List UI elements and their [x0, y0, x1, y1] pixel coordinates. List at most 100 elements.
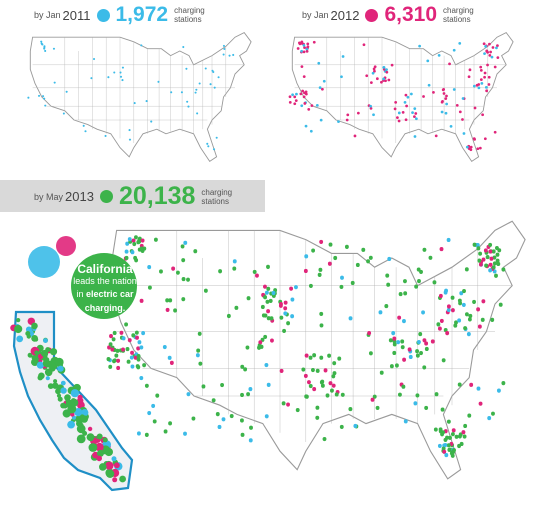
station-dot [467, 413, 472, 418]
station-dot [181, 277, 186, 282]
station-dot [119, 330, 124, 335]
station-dot [493, 65, 497, 69]
station-dot [128, 129, 131, 132]
station-dot [495, 252, 500, 257]
station-dot [206, 142, 209, 145]
station-dot [180, 91, 183, 94]
station-dot [291, 93, 294, 97]
charging-stations-label: charging stations [174, 6, 205, 24]
count-2011: 1,972 [115, 3, 169, 26]
station-dot [34, 350, 39, 356]
station-dot [240, 364, 245, 369]
station-dot [136, 431, 141, 436]
station-dot [165, 298, 170, 303]
station-dot [345, 118, 349, 122]
station-dot [480, 317, 485, 322]
station-dot [348, 316, 353, 321]
station-dot [432, 280, 437, 285]
station-dot [498, 302, 503, 307]
station-dot [135, 364, 140, 369]
station-dot [469, 145, 473, 149]
station-dot [315, 368, 320, 373]
station-dot [402, 318, 406, 324]
station-dot [303, 268, 308, 274]
station-dot [305, 49, 309, 53]
station-dot [127, 237, 132, 242]
station-dot [417, 279, 421, 284]
station-dot [392, 350, 397, 356]
callout-title: California [77, 262, 133, 276]
station-dot [152, 419, 157, 424]
station-dot [182, 46, 185, 49]
station-dot [300, 104, 304, 108]
station-dot [232, 259, 237, 264]
station-dot [308, 355, 313, 360]
station-dot [339, 424, 344, 429]
station-dot [53, 379, 58, 384]
station-dot [373, 65, 377, 69]
station-dot [414, 284, 419, 289]
station-dot [246, 296, 251, 301]
station-dot [387, 78, 391, 82]
station-dot [442, 449, 447, 454]
station-dot [461, 430, 466, 435]
station-dot [300, 42, 304, 45]
station-dot [228, 54, 231, 57]
station-dot [106, 357, 111, 362]
station-dot [70, 412, 75, 417]
station-dot [246, 392, 251, 397]
station-dot [494, 273, 498, 278]
station-dot [130, 364, 135, 369]
station-dot [268, 298, 273, 303]
station-dot [116, 365, 121, 371]
station-dot [260, 304, 265, 310]
station-dot [36, 361, 45, 369]
station-dot [427, 83, 431, 87]
station-dot [162, 344, 167, 350]
station-dot [406, 95, 410, 99]
station-dot [401, 384, 406, 389]
station-dot [464, 312, 469, 317]
station-dot [217, 424, 222, 430]
station-dot [304, 90, 308, 94]
station-dot [448, 447, 453, 452]
station-dot [491, 411, 495, 416]
station-dot [108, 342, 113, 347]
station-dot [450, 295, 455, 300]
station-dot [31, 358, 39, 366]
station-dot [290, 297, 295, 302]
station-dot [346, 113, 350, 117]
station-dot [298, 41, 301, 45]
station-dot [473, 106, 477, 110]
station-dot [303, 102, 307, 105]
station-dot [195, 353, 200, 358]
station-dot [446, 237, 451, 243]
station-dot [105, 461, 114, 470]
station-dot [31, 355, 37, 360]
station-dot [299, 92, 303, 96]
station-dot [476, 386, 481, 391]
station-dot [201, 384, 206, 389]
station-dot [197, 331, 202, 336]
station-dot [488, 249, 493, 254]
station-dot [415, 117, 418, 121]
station-dot [40, 40, 43, 43]
station-dot [488, 262, 493, 267]
station-dot [144, 383, 149, 388]
station-dot [315, 104, 319, 107]
station-dot [422, 95, 425, 98]
station-dot [134, 235, 138, 240]
station-dot [322, 79, 326, 83]
station-dot [102, 437, 108, 443]
station-dot [302, 75, 306, 79]
station-dot [479, 65, 483, 69]
station-dot [373, 69, 376, 73]
station-dot [175, 270, 180, 275]
station-dot [380, 80, 383, 84]
station-dot [486, 63, 489, 67]
station-dot [217, 76, 220, 79]
california-callout: California leads the nation in electric … [58, 262, 152, 315]
station-dot [269, 316, 274, 321]
station-dot [466, 332, 471, 337]
station-dot [478, 262, 483, 267]
